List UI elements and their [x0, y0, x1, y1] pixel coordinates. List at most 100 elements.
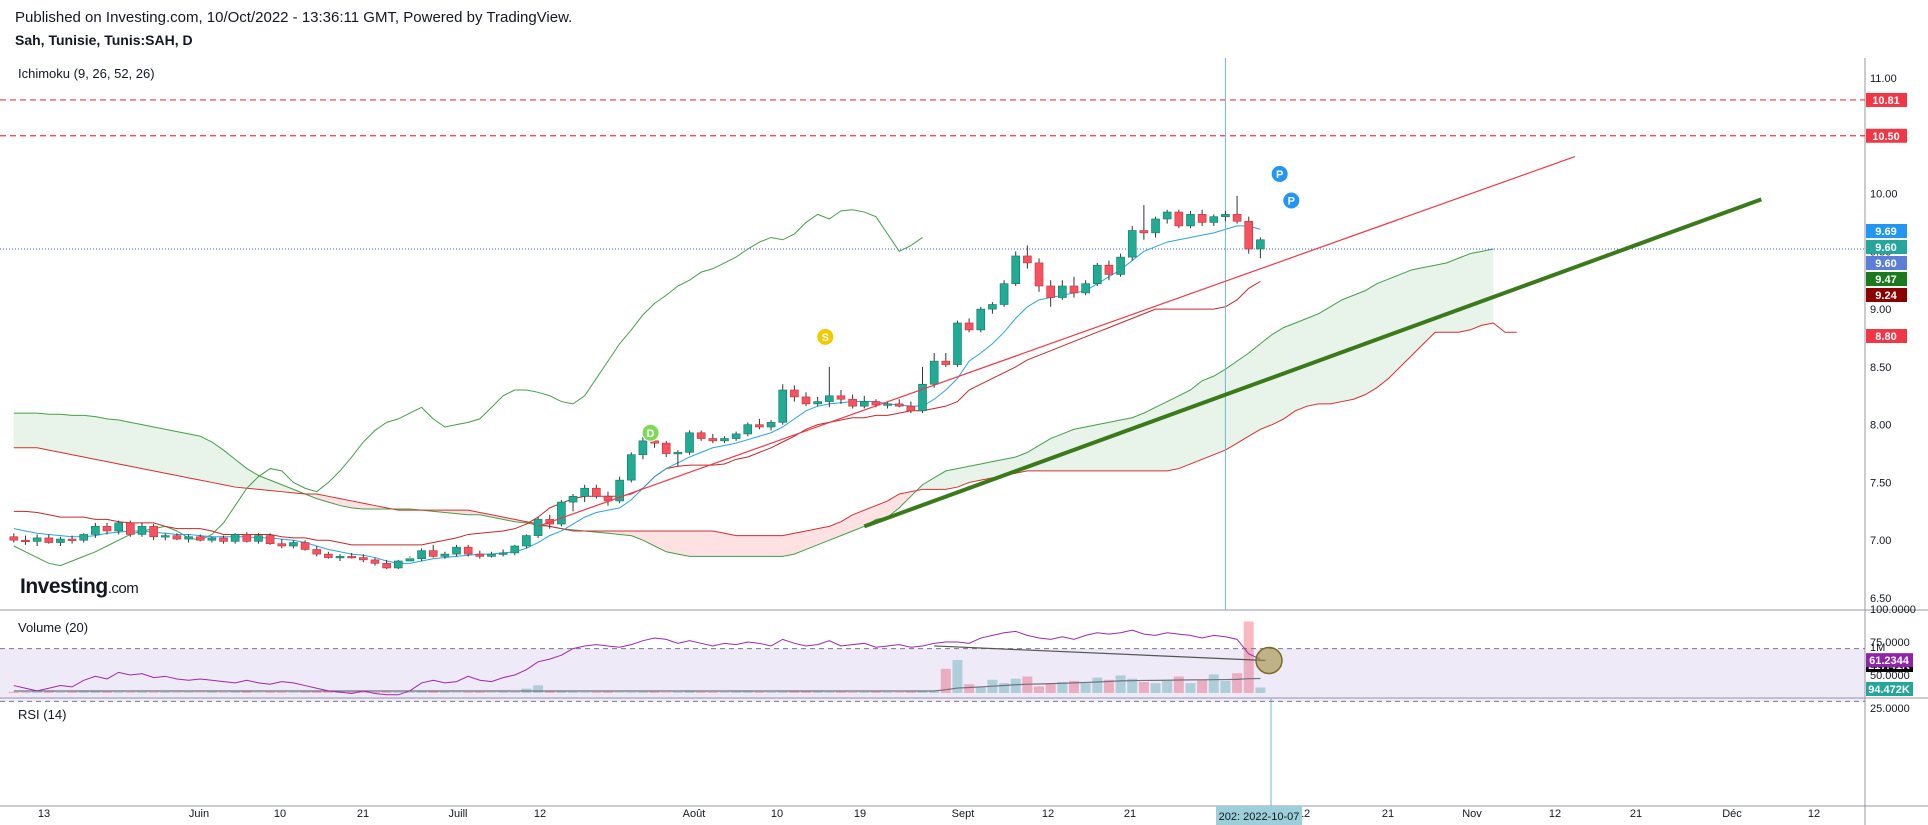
candle-body: [964, 322, 974, 331]
price-axis-tick: 8.00: [1870, 420, 1891, 432]
signal-marker-s: [816, 327, 835, 346]
volume-bar: [509, 692, 520, 693]
candle-body: [1197, 214, 1207, 223]
upper-channel-trendline: [537, 156, 1576, 527]
candle-body: [219, 537, 228, 542]
candle-body: [720, 438, 729, 442]
kumo-cloud: [130, 422, 142, 469]
kumo-cloud: [468, 510, 480, 515]
candle-body: [1116, 256, 1125, 275]
candle-body: [242, 534, 252, 542]
signal-marker-label: P: [1288, 195, 1295, 207]
volume-bar: [754, 691, 765, 693]
kumo-cloud: [176, 431, 189, 478]
volume-bar: [742, 691, 753, 693]
price-badge: [1866, 224, 1907, 238]
volume-bar: [253, 692, 264, 693]
candle-body: [1104, 264, 1114, 275]
candle-body: [1058, 285, 1067, 298]
kumo-cloud: [782, 533, 795, 557]
volume-bar: [416, 691, 427, 693]
volume-bar: [183, 692, 194, 693]
volume-bar: [882, 692, 893, 693]
candle-body: [755, 424, 764, 428]
price-badge: [1866, 92, 1907, 107]
volume-bar: [1185, 683, 1196, 693]
candle-body: [300, 542, 310, 550]
kumo-cloud: [1376, 279, 1389, 388]
volume-bar: [241, 691, 252, 693]
candle-body: [626, 454, 636, 481]
rsi-axis-tick: 50.0000: [1870, 670, 1910, 682]
candle-body: [615, 479, 624, 502]
signal-marker-label: S: [822, 332, 829, 344]
volume-bar: [766, 692, 777, 693]
time-axis-tick: 21: [1382, 808, 1394, 820]
candle-body: [475, 553, 485, 557]
rsi-axis-tick: 100.0000: [1870, 604, 1916, 616]
kumo-cloud: [1143, 407, 1156, 471]
volume-bar: [777, 691, 788, 693]
kumo-cloud: [736, 535, 748, 557]
kumo-cloud: [631, 530, 643, 541]
time-axis-tick: 21: [1630, 808, 1642, 820]
candle-body: [743, 424, 753, 435]
price-badge-label: 8.80: [1875, 331, 1896, 343]
price-badge: [1866, 288, 1907, 302]
candle-body: [1092, 264, 1102, 284]
candle-body: [102, 526, 112, 532]
time-axis-tick: 12: [534, 808, 546, 820]
candle-body: [801, 396, 811, 405]
candle-body: [1162, 211, 1172, 220]
volume-bar: [486, 692, 497, 693]
crosshair-date-label: 202: 2022-10-07: [1219, 811, 1300, 823]
volume-bar: [171, 692, 182, 693]
candle-body: [440, 553, 450, 557]
time-axis-tick: 10: [274, 808, 286, 820]
candle-body: [918, 383, 927, 412]
candle-body: [1256, 239, 1265, 250]
price-badge: [1866, 329, 1907, 343]
kumo-cloud: [747, 535, 760, 557]
time-axis-tick: 21: [357, 808, 369, 820]
volume-bar: [1080, 683, 1091, 693]
candle-body: [1209, 216, 1219, 223]
volume-bar: [1057, 682, 1068, 693]
kumo-cloud: [817, 526, 830, 545]
volume-bar: [1115, 675, 1126, 693]
volume-bar: [43, 691, 54, 693]
kumo-cloud: [1225, 361, 1238, 451]
volume-bar: [894, 692, 905, 693]
kumo-cloud: [1132, 413, 1144, 471]
price-badge: [1866, 256, 1907, 270]
candle-body: [859, 401, 869, 407]
price-axis-tick: 6.50: [1870, 593, 1891, 605]
signal-marker-p: [1282, 191, 1301, 210]
candle-body: [9, 536, 19, 541]
kumo-cloud: [957, 466, 970, 488]
volume-bar: [707, 692, 718, 693]
senkou-span-b: [13, 322, 1517, 537]
volume-sma-line: [13, 677, 1261, 692]
kumo-cloud: [1202, 376, 1214, 460]
kumo-cloud: [107, 418, 119, 464]
price-badge: [1866, 128, 1907, 143]
volume-bar: [1255, 687, 1266, 693]
volume-bar: [1208, 674, 1219, 693]
price-badge-label: 9.60: [1875, 242, 1896, 254]
volume-bar: [160, 692, 171, 693]
volume-bar: [428, 691, 439, 693]
kumo-cloud: [340, 498, 352, 508]
kumo-cloud: [642, 530, 655, 546]
candle-body: [114, 522, 123, 532]
volume-bar: [719, 692, 730, 693]
signal-marker-label: D: [647, 428, 655, 440]
volume-bar: [404, 692, 415, 693]
rsi-axis-tick: 25.0000: [1870, 703, 1910, 715]
volume-bar: [579, 692, 590, 693]
candle-body: [673, 452, 683, 455]
candle-body: [1139, 230, 1149, 234]
time-axis-tick: 12: [1042, 808, 1054, 820]
rsi-highlight-circle: [1255, 646, 1283, 675]
